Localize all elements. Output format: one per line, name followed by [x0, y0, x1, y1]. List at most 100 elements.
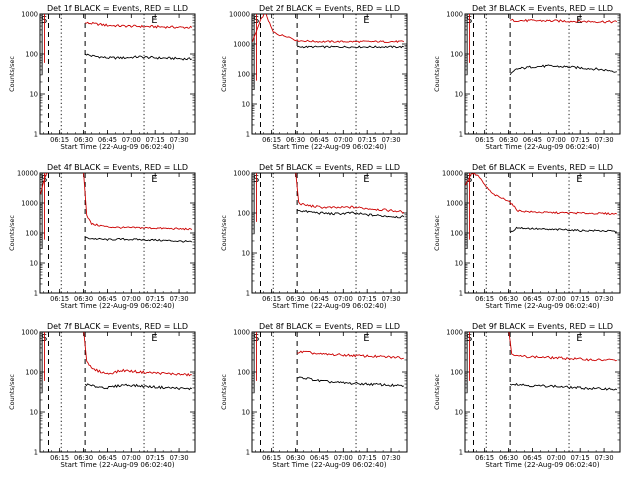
plot-frame	[464, 13, 621, 135]
end-marker-label: E	[151, 15, 157, 26]
y-axis-label: Counts/sec	[433, 56, 441, 92]
x-tick-label: 07:15	[571, 295, 590, 303]
y-axis-label: Counts/sec	[433, 374, 441, 410]
y-tick-label: 10	[242, 249, 250, 257]
chart-panel-4: Det 4f BLACK = Events, RED = LLD 1 10 100 10…	[8, 163, 196, 310]
events-series-line	[84, 236, 193, 243]
end-marker-label: E	[363, 15, 369, 26]
y-tick-label: 100	[25, 50, 38, 58]
chart-title: Det 3f BLACK = Events, RED = LLD	[472, 4, 613, 13]
x-tick-label: 06:45	[98, 295, 117, 303]
plot-frame	[251, 331, 408, 453]
x-tick-label: 06:45	[523, 295, 542, 303]
chart-title: Det 2f BLACK = Events, RED = LLD	[259, 4, 400, 13]
y-tick-label: 1	[34, 448, 38, 456]
x-axis-label: Start Time (22-Aug-09 06:02:40)	[485, 143, 599, 151]
y-tick-label: 100	[25, 229, 38, 237]
chart-title: Det 8f BLACK = Events, RED = LLD	[259, 322, 400, 331]
events-series-line	[296, 209, 405, 219]
y-tick-label: 10	[242, 408, 250, 416]
y-tick-label: 1000	[446, 199, 463, 207]
lld-series-line	[509, 18, 618, 24]
x-tick-label: 07:15	[146, 136, 165, 144]
x-tick-label: 06:15	[262, 295, 281, 303]
x-tick-label: 07:15	[571, 454, 590, 462]
x-tick-label: 06:45	[98, 136, 117, 144]
y-tick-label: 10	[242, 100, 250, 108]
events-series-line	[296, 376, 405, 388]
lld-series-line	[84, 21, 193, 29]
x-axis-label: Start Time (22-Aug-09 06:02:40)	[272, 143, 386, 151]
chart-title: Det 7f BLACK = Events, RED = LLD	[47, 322, 188, 331]
lld-series-line	[295, 173, 405, 214]
y-axis-label: Counts/sec	[220, 56, 228, 92]
x-tick-label: 06:15	[262, 136, 281, 144]
plot-frame	[39, 331, 196, 453]
chart-panel-1: Det 1f BLACK = Events, RED = LLD 1 10 100 10…	[8, 4, 196, 151]
x-tick-label: 07:30	[170, 295, 189, 303]
x-axis-label: Start Time (22-Aug-09 06:02:40)	[60, 302, 174, 310]
x-tick-label: 07:00	[547, 295, 566, 303]
y-axis-label: Counts/sec	[8, 374, 16, 410]
y-tick-label: 1	[34, 130, 38, 138]
y-tick-label: 100	[450, 368, 463, 376]
plot-frame	[251, 172, 408, 294]
lld-series-line	[252, 14, 404, 44]
chart-panel-5: Det 5f BLACK = Events, RED = LLD 1 10 100 10…	[220, 163, 408, 310]
end-marker-label: E	[363, 174, 369, 185]
y-tick-label: 10	[455, 408, 463, 416]
chart-title: Det 5f BLACK = Events, RED = LLD	[259, 163, 400, 172]
y-tick-label: 1000	[446, 10, 463, 18]
y-tick-label: 100	[450, 229, 463, 237]
x-tick-label: 07:15	[358, 295, 377, 303]
x-tick-label: 07:30	[595, 454, 614, 462]
end-marker-label: E	[151, 174, 157, 185]
y-tick-label: 1	[459, 289, 463, 297]
y-tick-label: 1	[459, 130, 463, 138]
x-tick-label: 07:00	[122, 136, 141, 144]
y-tick-label: 100	[237, 209, 250, 217]
y-tick-label: 1000	[233, 40, 250, 48]
y-tick-label: 10	[455, 259, 463, 267]
y-tick-label: 10	[30, 408, 38, 416]
events-series-line	[509, 226, 617, 234]
x-tick-label: 06:45	[523, 454, 542, 462]
events-series-line	[509, 64, 617, 76]
y-tick-label: 10	[30, 90, 38, 98]
y-tick-label: 10000	[229, 10, 250, 18]
x-tick-label: 06:45	[523, 136, 542, 144]
plot-frame	[464, 331, 621, 453]
x-tick-label: 07:15	[146, 295, 165, 303]
y-tick-label: 1000	[446, 328, 463, 336]
y-tick-label: 1	[246, 130, 250, 138]
y-tick-label: 100	[237, 368, 250, 376]
x-tick-label: 06:45	[310, 295, 329, 303]
x-tick-label: 06:15	[50, 454, 69, 462]
y-tick-label: 10000	[442, 169, 463, 177]
chart-title: Det 4f BLACK = Events, RED = LLD	[47, 163, 188, 172]
x-tick-label: 06:30	[499, 295, 518, 303]
y-tick-label: 1000	[233, 328, 250, 336]
y-axis-label: Counts/sec	[220, 374, 228, 410]
plot-frame	[251, 13, 408, 135]
x-tick-label: 07:15	[358, 454, 377, 462]
x-tick-label: 07:00	[334, 136, 353, 144]
y-tick-label: 100	[450, 50, 463, 58]
chart-panel-2: Det 2f BLACK = Events, RED = LLD 1 10 100 10…	[220, 4, 408, 151]
x-tick-label: 07:30	[170, 136, 189, 144]
x-tick-label: 06:45	[98, 454, 117, 462]
x-tick-label: 06:30	[74, 454, 93, 462]
x-tick-label: 06:30	[74, 136, 93, 144]
x-tick-label: 07:30	[382, 454, 401, 462]
y-tick-label: 1000	[233, 169, 250, 177]
x-tick-label: 07:30	[382, 136, 401, 144]
x-tick-label: 07:30	[595, 136, 614, 144]
x-tick-label: 07:00	[334, 295, 353, 303]
x-tick-label: 07:00	[547, 454, 566, 462]
lld-series-line	[508, 332, 617, 362]
x-tick-label: 06:30	[286, 295, 305, 303]
y-tick-label: 100	[237, 70, 250, 78]
plot-frame	[464, 172, 621, 294]
events-series-line	[296, 45, 404, 49]
